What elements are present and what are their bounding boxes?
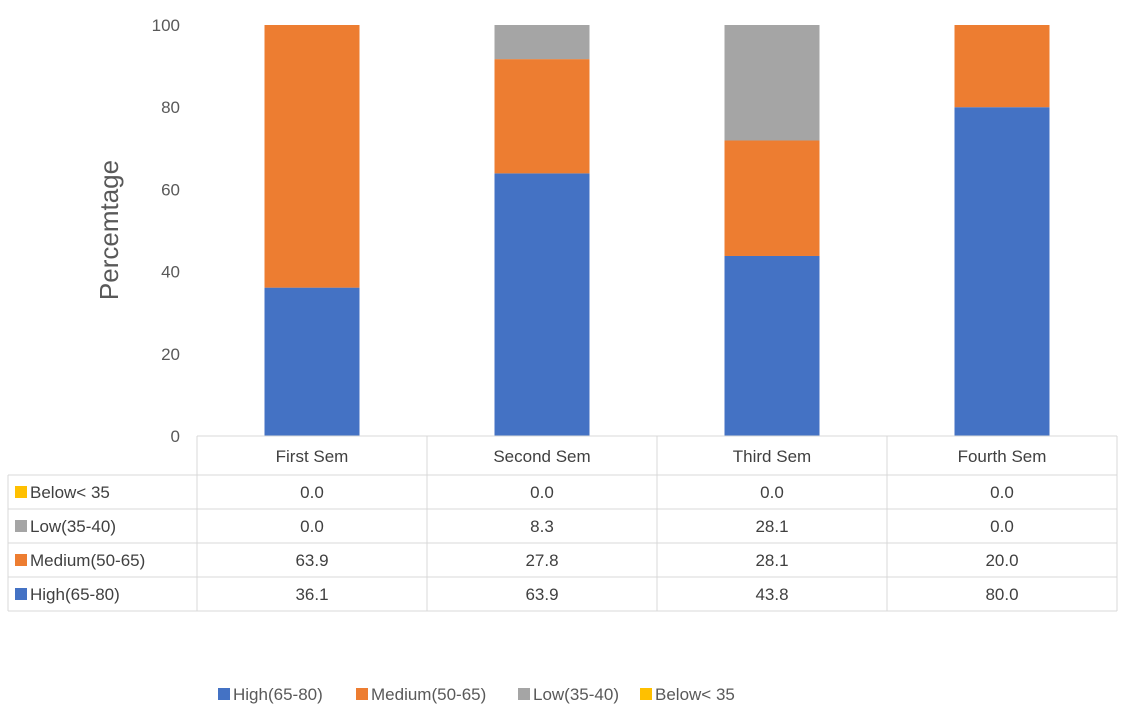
legend: High(65-80) Medium(50-65) Low(35-40) Below<… bbox=[218, 685, 735, 704]
y-tick-label: 60 bbox=[161, 180, 180, 199]
data-label: 0.0 bbox=[300, 483, 324, 502]
y-axis-title: Percemtage bbox=[94, 160, 124, 300]
data-label: 43.8 bbox=[755, 585, 788, 604]
data-label: 36.1 bbox=[295, 585, 328, 604]
table-row-label: Medium(50-65) bbox=[30, 551, 145, 570]
data-label: 27.8 bbox=[525, 551, 558, 570]
bar-low-35-40-third-sem bbox=[724, 25, 820, 141]
table-key-high-65-80 bbox=[15, 588, 27, 600]
data-label: 0.0 bbox=[990, 483, 1014, 502]
bars bbox=[264, 25, 1050, 436]
y-tick-label: 100 bbox=[152, 16, 180, 35]
table-row-label: Below< 35 bbox=[30, 483, 110, 502]
table-row-label: High(65-80) bbox=[30, 585, 120, 604]
legend-key-high-65-80 bbox=[218, 688, 230, 700]
x-tick-label: First Sem bbox=[276, 447, 349, 466]
bar-medium-50-65-second-sem bbox=[494, 59, 590, 174]
legend-key-below-35 bbox=[640, 688, 652, 700]
data-label: 8.3 bbox=[530, 517, 554, 536]
x-tick-label: Second Sem bbox=[493, 447, 590, 466]
x-tick-label: Fourth Sem bbox=[958, 447, 1047, 466]
data-table: First Sem Second Sem Third Sem Fourth Sem Be… bbox=[7, 435, 1118, 612]
table-key-low-35-40 bbox=[15, 520, 27, 532]
bar-high-65-80-fourth-sem bbox=[954, 107, 1050, 436]
bar-medium-50-65-fourth-sem bbox=[954, 25, 1050, 108]
legend-label: Low(35-40) bbox=[533, 685, 619, 704]
bar-medium-50-65-third-sem bbox=[724, 140, 820, 256]
data-label: 0.0 bbox=[990, 517, 1014, 536]
y-tick-label: 80 bbox=[161, 98, 180, 117]
table-row-label: Low(35-40) bbox=[30, 517, 116, 536]
table-key-below-35 bbox=[15, 486, 27, 498]
data-label: 28.1 bbox=[755, 551, 788, 570]
bar-medium-50-65-first-sem bbox=[264, 25, 360, 288]
legend-label: Medium(50-65) bbox=[371, 685, 486, 704]
data-label: 20.0 bbox=[985, 551, 1018, 570]
data-label: 80.0 bbox=[985, 585, 1018, 604]
bar-high-65-80-second-sem bbox=[494, 173, 590, 436]
y-tick-label: 0 bbox=[171, 427, 180, 446]
legend-key-medium-50-65 bbox=[356, 688, 368, 700]
y-tick-label: 40 bbox=[161, 263, 180, 282]
legend-key-low-35-40 bbox=[518, 688, 530, 700]
legend-label: Below< 35 bbox=[655, 685, 735, 704]
data-label: 0.0 bbox=[760, 483, 784, 502]
data-label: 63.9 bbox=[525, 585, 558, 604]
data-label: 28.1 bbox=[755, 517, 788, 536]
data-label: 0.0 bbox=[530, 483, 554, 502]
bar-high-65-80-third-sem bbox=[724, 255, 820, 436]
y-axis: 0 20 40 60 80 100 bbox=[152, 16, 180, 446]
bar-high-65-80-first-sem bbox=[264, 287, 360, 436]
table-key-medium-50-65 bbox=[15, 554, 27, 566]
x-tick-label: Third Sem bbox=[733, 447, 811, 466]
legend-label: High(65-80) bbox=[233, 685, 323, 704]
bar-low-35-40-second-sem bbox=[494, 25, 590, 60]
y-tick-label: 20 bbox=[161, 345, 180, 364]
data-label: 63.9 bbox=[295, 551, 328, 570]
data-label: 0.0 bbox=[300, 517, 324, 536]
